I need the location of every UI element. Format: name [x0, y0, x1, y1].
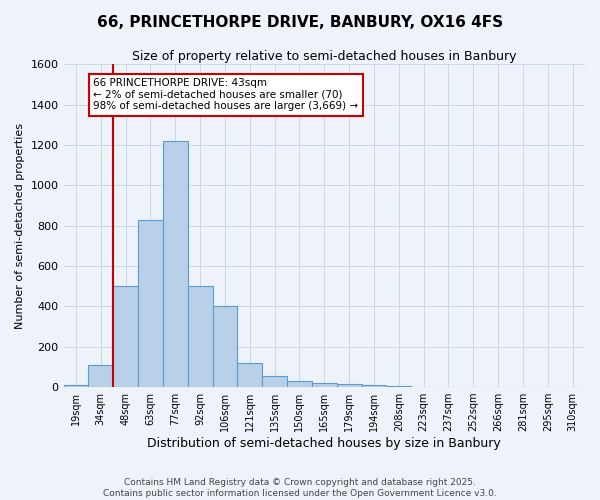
Y-axis label: Number of semi-detached properties: Number of semi-detached properties: [15, 122, 25, 328]
Bar: [138, 220, 163, 387]
X-axis label: Distribution of semi-detached houses by size in Banbury: Distribution of semi-detached houses by …: [148, 437, 501, 450]
Bar: [188, 286, 212, 387]
Bar: [262, 376, 287, 387]
Text: 66, PRINCETHORPE DRIVE, BANBURY, OX16 4FS: 66, PRINCETHORPE DRIVE, BANBURY, OX16 4F…: [97, 15, 503, 30]
Bar: [212, 306, 238, 387]
Bar: [64, 385, 88, 387]
Bar: [362, 385, 386, 387]
Bar: [238, 363, 262, 387]
Bar: [386, 386, 411, 387]
Bar: [113, 286, 138, 387]
Text: 66 PRINCETHORPE DRIVE: 43sqm
← 2% of semi-detached houses are smaller (70)
98% o: 66 PRINCETHORPE DRIVE: 43sqm ← 2% of sem…: [94, 78, 358, 112]
Bar: [88, 365, 113, 387]
Bar: [287, 381, 312, 387]
Bar: [312, 383, 337, 387]
Title: Size of property relative to semi-detached houses in Banbury: Size of property relative to semi-detach…: [132, 50, 517, 63]
Bar: [337, 384, 362, 387]
Bar: [163, 141, 188, 387]
Text: Contains HM Land Registry data © Crown copyright and database right 2025.
Contai: Contains HM Land Registry data © Crown c…: [103, 478, 497, 498]
